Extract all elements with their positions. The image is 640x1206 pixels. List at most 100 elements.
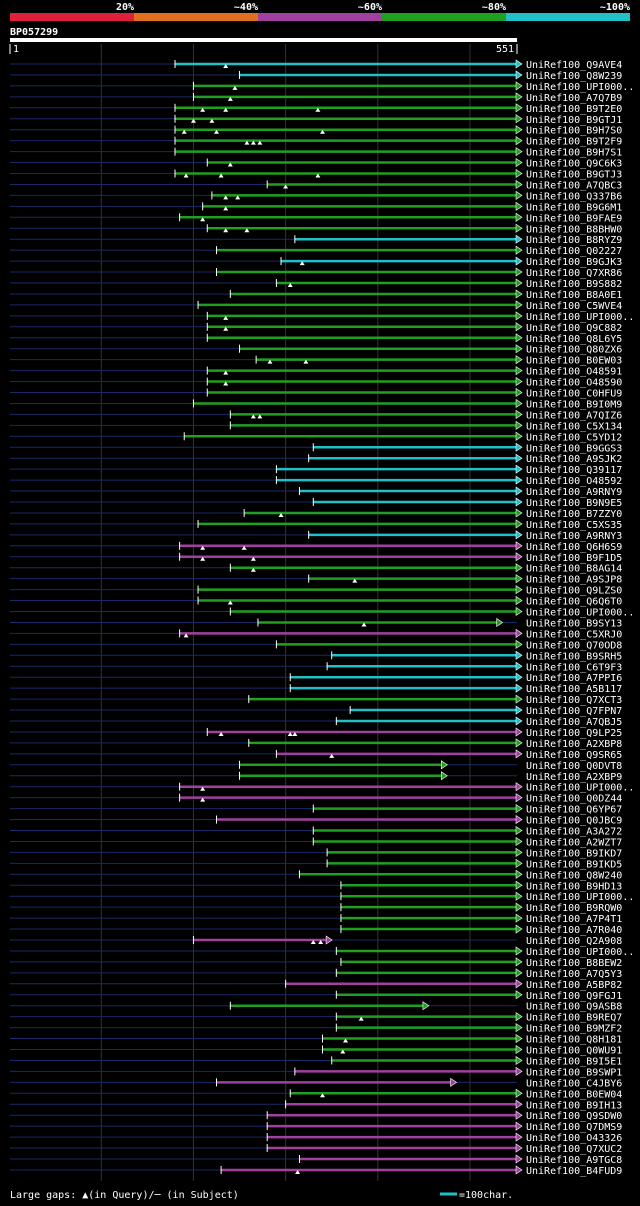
hit-row[interactable]: UniRef100_B9H7S1 <box>10 147 622 159</box>
hit-row[interactable]: UniRef100_UPI000.. <box>10 81 634 93</box>
hit-row[interactable]: UniRef100_Q337B6 <box>10 190 622 202</box>
hit-label[interactable]: UniRef100_Q9FGJ1 <box>526 991 622 1002</box>
hit-row[interactable]: UniRef100_B9GGS3 <box>10 442 622 454</box>
hit-row[interactable]: UniRef100_Q8H181 <box>10 1033 622 1046</box>
hit-row[interactable]: UniRef100_A7QBJ5 <box>10 716 622 728</box>
hit-label[interactable]: UniRef100_A7QBC3 <box>526 180 622 191</box>
hit-label[interactable]: UniRef100_B9GJK3 <box>526 257 622 268</box>
hit-label[interactable]: UniRef100_B8RYZ9 <box>526 235 622 246</box>
hit-label[interactable]: UniRef100_B9HD13 <box>526 881 622 892</box>
hit-row[interactable]: UniRef100_B8A0E1 <box>10 289 622 301</box>
hit-row[interactable]: UniRef100_UPI000.. <box>10 606 634 619</box>
hit-row[interactable]: UniRef100_A7R040 <box>10 924 622 936</box>
hit-row[interactable]: UniRef100_A5B117 <box>10 683 622 695</box>
hit-row[interactable]: UniRef100_O48592 <box>10 475 622 487</box>
hit-label[interactable]: UniRef100_C0HFU9 <box>526 389 622 400</box>
hit-row[interactable]: UniRef100_Q02227 <box>10 245 622 257</box>
hit-row[interactable]: UniRef100_C4JBY6 <box>10 1077 622 1089</box>
hit-row[interactable]: UniRef100_B9IKD7 <box>10 847 622 859</box>
hit-label[interactable]: UniRef100_Q39117 <box>526 465 622 476</box>
hit-label[interactable]: UniRef100_Q9AVE4 <box>526 60 622 71</box>
hit-row[interactable]: UniRef100_A7QIZ6 <box>10 409 622 421</box>
hit-label[interactable]: UniRef100_B8BEW2 <box>526 958 622 969</box>
hit-row[interactable]: UniRef100_Q0DZ44 <box>10 793 622 805</box>
hit-row[interactable]: UniRef100_B9T2E0 <box>10 103 622 115</box>
hit-row[interactable]: UniRef100_C5YD12 <box>10 431 622 443</box>
hit-label[interactable]: UniRef100_Q7XR86 <box>526 268 622 279</box>
hit-row[interactable]: UniRef100_Q8L6Y5 <box>10 333 622 345</box>
hit-row[interactable]: UniRef100_B9REQ7 <box>10 1012 622 1024</box>
hit-label[interactable]: UniRef100_B8AG14 <box>526 564 622 575</box>
hit-label[interactable]: UniRef100_B9I0M9 <box>526 399 622 410</box>
hit-label[interactable]: UniRef100_A9SJK2 <box>526 454 622 465</box>
hit-label[interactable]: UniRef100_Q02227 <box>526 246 622 257</box>
hit-row[interactable]: UniRef100_A7Q5Y3 <box>10 968 622 980</box>
hit-label[interactable]: UniRef100_Q9ASB8 <box>526 1002 622 1013</box>
hit-row[interactable]: UniRef100_A2XBP8 <box>10 738 622 750</box>
hit-label[interactable]: UniRef100_C5XRJ0 <box>526 629 622 640</box>
hit-label[interactable]: UniRef100_Q9LP25 <box>526 728 622 739</box>
hit-row[interactable]: UniRef100_Q7FPN7 <box>10 705 622 717</box>
hit-row[interactable]: UniRef100_A7QBC3 <box>10 179 622 191</box>
hit-label[interactable]: UniRef100_Q70OD8 <box>526 640 622 651</box>
hit-label[interactable]: UniRef100_B9SRH5 <box>526 651 622 662</box>
hit-row[interactable]: UniRef100_Q2A908 <box>10 935 622 947</box>
hit-row[interactable]: UniRef100_B9MZF2 <box>10 1023 622 1035</box>
hit-label[interactable]: UniRef100_B8BHW0 <box>526 224 622 235</box>
hit-label[interactable]: UniRef100_Q0DVT8 <box>526 761 622 772</box>
hit-row[interactable]: UniRef100_A9RNY3 <box>10 530 622 542</box>
hit-row[interactable]: UniRef100_C0HFU9 <box>10 387 622 400</box>
hit-row[interactable]: UniRef100_Q9LP25 <box>10 727 622 739</box>
hit-row[interactable]: UniRef100_B9T2F9 <box>10 136 622 148</box>
hit-label[interactable]: UniRef100_B9H7S1 <box>526 148 622 159</box>
hit-row[interactable]: UniRef100_O48590 <box>10 376 622 389</box>
hit-label[interactable]: UniRef100_Q7XUC2 <box>526 1144 622 1155</box>
hit-label[interactable]: UniRef100_A2XBP9 <box>526 772 622 783</box>
hit-row[interactable]: UniRef100_B9RQW0 <box>10 902 622 914</box>
hit-row[interactable]: UniRef100_B8BHW0 <box>10 223 622 235</box>
hit-label[interactable]: UniRef100_B9GGS3 <box>526 443 622 454</box>
hit-label[interactable]: UniRef100_B8A0E1 <box>526 290 622 301</box>
hit-label[interactable]: UniRef100_Q2A908 <box>526 936 622 947</box>
hit-label[interactable]: UniRef100_A2WZT7 <box>526 837 622 848</box>
hit-row[interactable]: UniRef100_B9H7S0 <box>10 125 622 137</box>
hit-row[interactable]: UniRef100_A7P4T1 <box>10 913 622 925</box>
hit-label[interactable]: UniRef100_Q0DZ44 <box>526 794 622 805</box>
hit-label[interactable]: UniRef100_Q80ZX6 <box>526 345 622 356</box>
hit-label[interactable]: UniRef100_A9RNY3 <box>526 531 622 542</box>
hit-row[interactable]: UniRef100_Q9SR65 <box>10 749 622 761</box>
hit-label[interactable]: UniRef100_Q6Q6T0 <box>526 597 622 608</box>
hit-row[interactable]: UniRef100_Q9ASB8 <box>10 1001 622 1013</box>
hit-row[interactable]: UniRef100_A9SJK2 <box>10 453 622 465</box>
hit-label[interactable]: UniRef100_Q9C6K3 <box>526 159 622 170</box>
hit-row[interactable]: UniRef100_Q9AVE4 <box>10 59 622 71</box>
hit-row[interactable]: UniRef100_Q9LZS0 <box>10 585 622 597</box>
hit-label[interactable]: UniRef100_B9F1D5 <box>526 553 622 564</box>
hit-row[interactable]: UniRef100_B9IH13 <box>10 1099 622 1111</box>
hit-row[interactable]: UniRef100_Q70OD8 <box>10 639 622 651</box>
hit-label[interactable]: UniRef100_A9TGC8 <box>526 1155 622 1166</box>
hit-label[interactable]: UniRef100_C5X134 <box>526 421 622 432</box>
hit-row[interactable]: UniRef100_B9SWP1 <box>10 1066 622 1078</box>
hit-label[interactable]: UniRef100_O43326 <box>526 1133 622 1144</box>
hit-row[interactable]: UniRef100_C5XS35 <box>10 519 622 531</box>
hit-label[interactable]: UniRef100_O48592 <box>526 476 622 487</box>
hit-label[interactable]: UniRef100_A5BP82 <box>526 980 622 991</box>
hit-label[interactable]: UniRef100_Q8W239 <box>526 71 622 82</box>
hit-label[interactable]: UniRef100_B9GTJ3 <box>526 170 622 181</box>
hit-label[interactable]: UniRef100_B9T2F9 <box>526 137 622 148</box>
hit-row[interactable]: UniRef100_Q80ZX6 <box>10 344 622 356</box>
hit-label[interactable]: UniRef100_Q7DMS9 <box>526 1122 622 1133</box>
hit-label[interactable]: UniRef100_B4FUD9 <box>526 1166 622 1177</box>
hit-row[interactable]: UniRef100_B8RYZ9 <box>10 234 622 246</box>
hit-label[interactable]: UniRef100_Q337B6 <box>526 191 622 202</box>
hit-label[interactable]: UniRef100_Q8L6Y5 <box>526 334 622 345</box>
hit-row[interactable]: UniRef100_A7Q7B9 <box>10 92 622 104</box>
hit-label[interactable]: UniRef100_Q9LZS0 <box>526 586 622 597</box>
hit-row[interactable]: UniRef100_Q6YP67 <box>10 804 622 816</box>
hit-row[interactable]: UniRef100_Q0DVT8 <box>10 760 622 772</box>
hit-label[interactable]: UniRef100_Q7XCT3 <box>526 695 622 706</box>
hit-label[interactable]: UniRef100_A7P4T1 <box>526 914 622 925</box>
hit-row[interactable]: UniRef100_B9I5E1 <box>10 1055 622 1067</box>
hit-row[interactable]: UniRef100_Q9SDW0 <box>10 1110 622 1122</box>
